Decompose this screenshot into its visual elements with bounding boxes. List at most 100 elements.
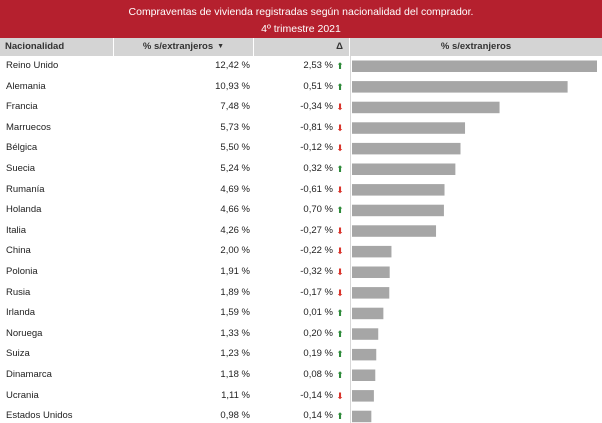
- bar-suecia: [352, 163, 456, 175]
- bar-chart: [352, 60, 597, 423]
- row-delta: -0,22 %: [300, 245, 333, 257]
- header-bar-label: % s/extranjeros: [440, 41, 512, 52]
- row-nacionalidad: Ucrania: [6, 389, 39, 401]
- row-nacionalidad: Suiza: [6, 348, 30, 360]
- arrow-down-icon: ⬇: [336, 225, 344, 236]
- bar-holanda: [352, 204, 444, 217]
- row-delta: 0,14 %: [303, 410, 333, 422]
- header-delta-label: Δ: [336, 41, 343, 52]
- bar-alemania: [352, 81, 568, 93]
- bar-suiza: [352, 348, 377, 361]
- row-delta: 0,01 %: [303, 307, 333, 319]
- chart-subtitle: 4º trimestre 2021: [261, 23, 341, 35]
- row-delta: -0,27 %: [300, 224, 333, 236]
- row-pct: 4,66 %: [220, 204, 250, 216]
- row-nacionalidad: Polonia: [6, 266, 38, 277]
- arrow-up-icon: ⬆: [336, 370, 344, 380]
- bar-francia: [352, 101, 500, 114]
- row-pct: 5,73 %: [220, 121, 250, 133]
- column-divider: [350, 56, 351, 423]
- row-nacionalidad: Francia: [6, 101, 38, 113]
- title-bar: Compraventas de vivienda registradas seg…: [0, 0, 602, 38]
- row-delta: -0,12 %: [300, 142, 333, 154]
- arrow-up-icon: ⬆: [336, 61, 344, 71]
- row-pct: 12,42 %: [215, 60, 250, 71]
- header-bar: % s/extranjeros: [350, 38, 602, 56]
- row-nacionalidad: Italia: [6, 224, 27, 236]
- arrow-up-icon: ⬆: [336, 349, 344, 360]
- arrow-up-icon: ⬆: [336, 205, 344, 216]
- row-pct: 7,48 %: [220, 101, 250, 113]
- bar-irlanda: [352, 307, 384, 320]
- arrow-up-icon: ⬆: [336, 328, 344, 339]
- header-pct-label: % s/extranjeros: [142, 41, 214, 52]
- bar-rumanía: [352, 184, 445, 196]
- bar-estados-unidos: [352, 410, 372, 423]
- arrow-down-icon: ⬇: [336, 122, 344, 133]
- row-nacionalidad: Bélgica: [6, 142, 38, 154]
- row-delta: -0,34 %: [300, 101, 333, 113]
- row-pct: 1,11 %: [221, 389, 250, 401]
- sort-descending-icon[interactable]: ▼: [217, 43, 225, 50]
- header-nacionalidad[interactable]: Nacionalidad: [0, 38, 114, 56]
- row-delta: 0,32 %: [303, 163, 333, 174]
- row-pct: 1,18 %: [220, 369, 250, 380]
- row-nacionalidad: Dinamarca: [6, 369, 52, 380]
- row-delta: -0,17 %: [300, 286, 333, 298]
- bar-reino-unido: [352, 60, 597, 72]
- row-delta: -0,81 %: [300, 121, 333, 133]
- row-pct: 4,26 %: [220, 224, 250, 236]
- arrow-down-icon: ⬇: [336, 184, 344, 195]
- row-nacionalidad: Irlanda: [6, 307, 36, 319]
- row-nacionalidad: China: [6, 245, 31, 257]
- row-delta: -0,32 %: [300, 266, 333, 277]
- arrow-down-icon: ⬇: [336, 390, 344, 401]
- row-pct: 1,59 %: [220, 307, 250, 319]
- bar-marruecos: [352, 122, 466, 134]
- row-pct: 10,93 %: [215, 80, 250, 92]
- row-pct: 5,50 %: [220, 142, 250, 154]
- row-delta: -0,61 %: [300, 183, 333, 195]
- row-delta: 0,70 %: [303, 204, 333, 216]
- row-delta: 0,20 %: [303, 327, 333, 339]
- arrow-up-icon: ⬆: [336, 411, 344, 422]
- bar-italia: [352, 225, 437, 237]
- row-nacionalidad: Rumanía: [6, 183, 45, 195]
- row-delta: 0,08 %: [303, 369, 333, 380]
- row-nacionalidad: Rusia: [6, 286, 31, 298]
- bar-china: [352, 245, 392, 258]
- row-pct: 0,98 %: [220, 410, 250, 422]
- bar-polonia: [352, 266, 390, 278]
- row-delta: 0,51 %: [303, 80, 333, 92]
- row-nacionalidad: Marruecos: [6, 121, 51, 133]
- row-nacionalidad: Holanda: [6, 204, 42, 216]
- header-delta[interactable]: Δ: [254, 38, 350, 56]
- row-nacionalidad: Noruega: [6, 327, 43, 339]
- row-pct: 1,33 %: [220, 327, 250, 339]
- arrow-down-icon: ⬇: [336, 102, 344, 113]
- row-nacionalidad: Estados Unidos: [6, 410, 73, 422]
- bar-ucrania: [352, 390, 374, 402]
- row-nacionalidad: Reino Unido: [6, 60, 59, 71]
- row-pct: 2,00 %: [220, 245, 250, 257]
- arrow-up-icon: ⬆: [336, 81, 344, 92]
- row-pct: 1,89 %: [220, 286, 250, 298]
- row-nacionalidad: Suecia: [6, 163, 36, 174]
- arrow-down-icon: ⬇: [336, 287, 344, 298]
- arrow-down-icon: ⬇: [336, 267, 344, 277]
- header-pct[interactable]: % s/extranjeros ▼: [114, 38, 254, 56]
- row-delta: 0,19 %: [303, 348, 333, 360]
- row-delta: -0,14 %: [300, 389, 333, 401]
- row-delta: 2,53 %: [303, 60, 333, 71]
- arrow-up-icon: ⬆: [336, 164, 344, 174]
- row-pct: 5,24 %: [220, 163, 250, 174]
- row-pct: 1,23 %: [220, 348, 250, 360]
- row-pct: 4,69 %: [220, 183, 250, 195]
- row-pct: 1,91 %: [220, 266, 250, 277]
- bar-bélgica: [352, 142, 461, 155]
- arrow-down-icon: ⬇: [336, 143, 344, 154]
- chart-title: Compraventas de vivienda registradas seg…: [128, 6, 474, 18]
- row-nacionalidad: Alemania: [6, 80, 46, 92]
- bar-dinamarca: [352, 369, 376, 381]
